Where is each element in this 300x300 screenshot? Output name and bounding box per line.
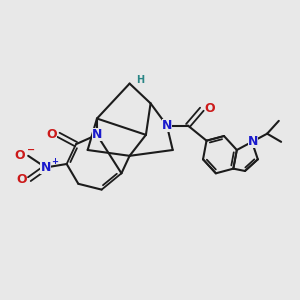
FancyBboxPatch shape <box>162 119 172 132</box>
FancyBboxPatch shape <box>92 128 102 141</box>
FancyBboxPatch shape <box>16 173 26 186</box>
FancyBboxPatch shape <box>40 161 51 174</box>
Text: N: N <box>162 119 172 132</box>
FancyBboxPatch shape <box>15 149 25 162</box>
Text: +: + <box>52 157 58 166</box>
Text: O: O <box>15 149 26 162</box>
FancyBboxPatch shape <box>46 128 57 141</box>
Text: O: O <box>46 128 57 141</box>
Text: N: N <box>40 161 51 174</box>
FancyBboxPatch shape <box>205 102 215 114</box>
Text: O: O <box>16 172 26 186</box>
FancyBboxPatch shape <box>248 135 258 148</box>
Text: N: N <box>92 128 102 141</box>
Text: N: N <box>248 135 258 148</box>
Text: −: − <box>27 145 35 155</box>
Text: H: H <box>136 75 145 85</box>
Text: O: O <box>205 101 215 115</box>
